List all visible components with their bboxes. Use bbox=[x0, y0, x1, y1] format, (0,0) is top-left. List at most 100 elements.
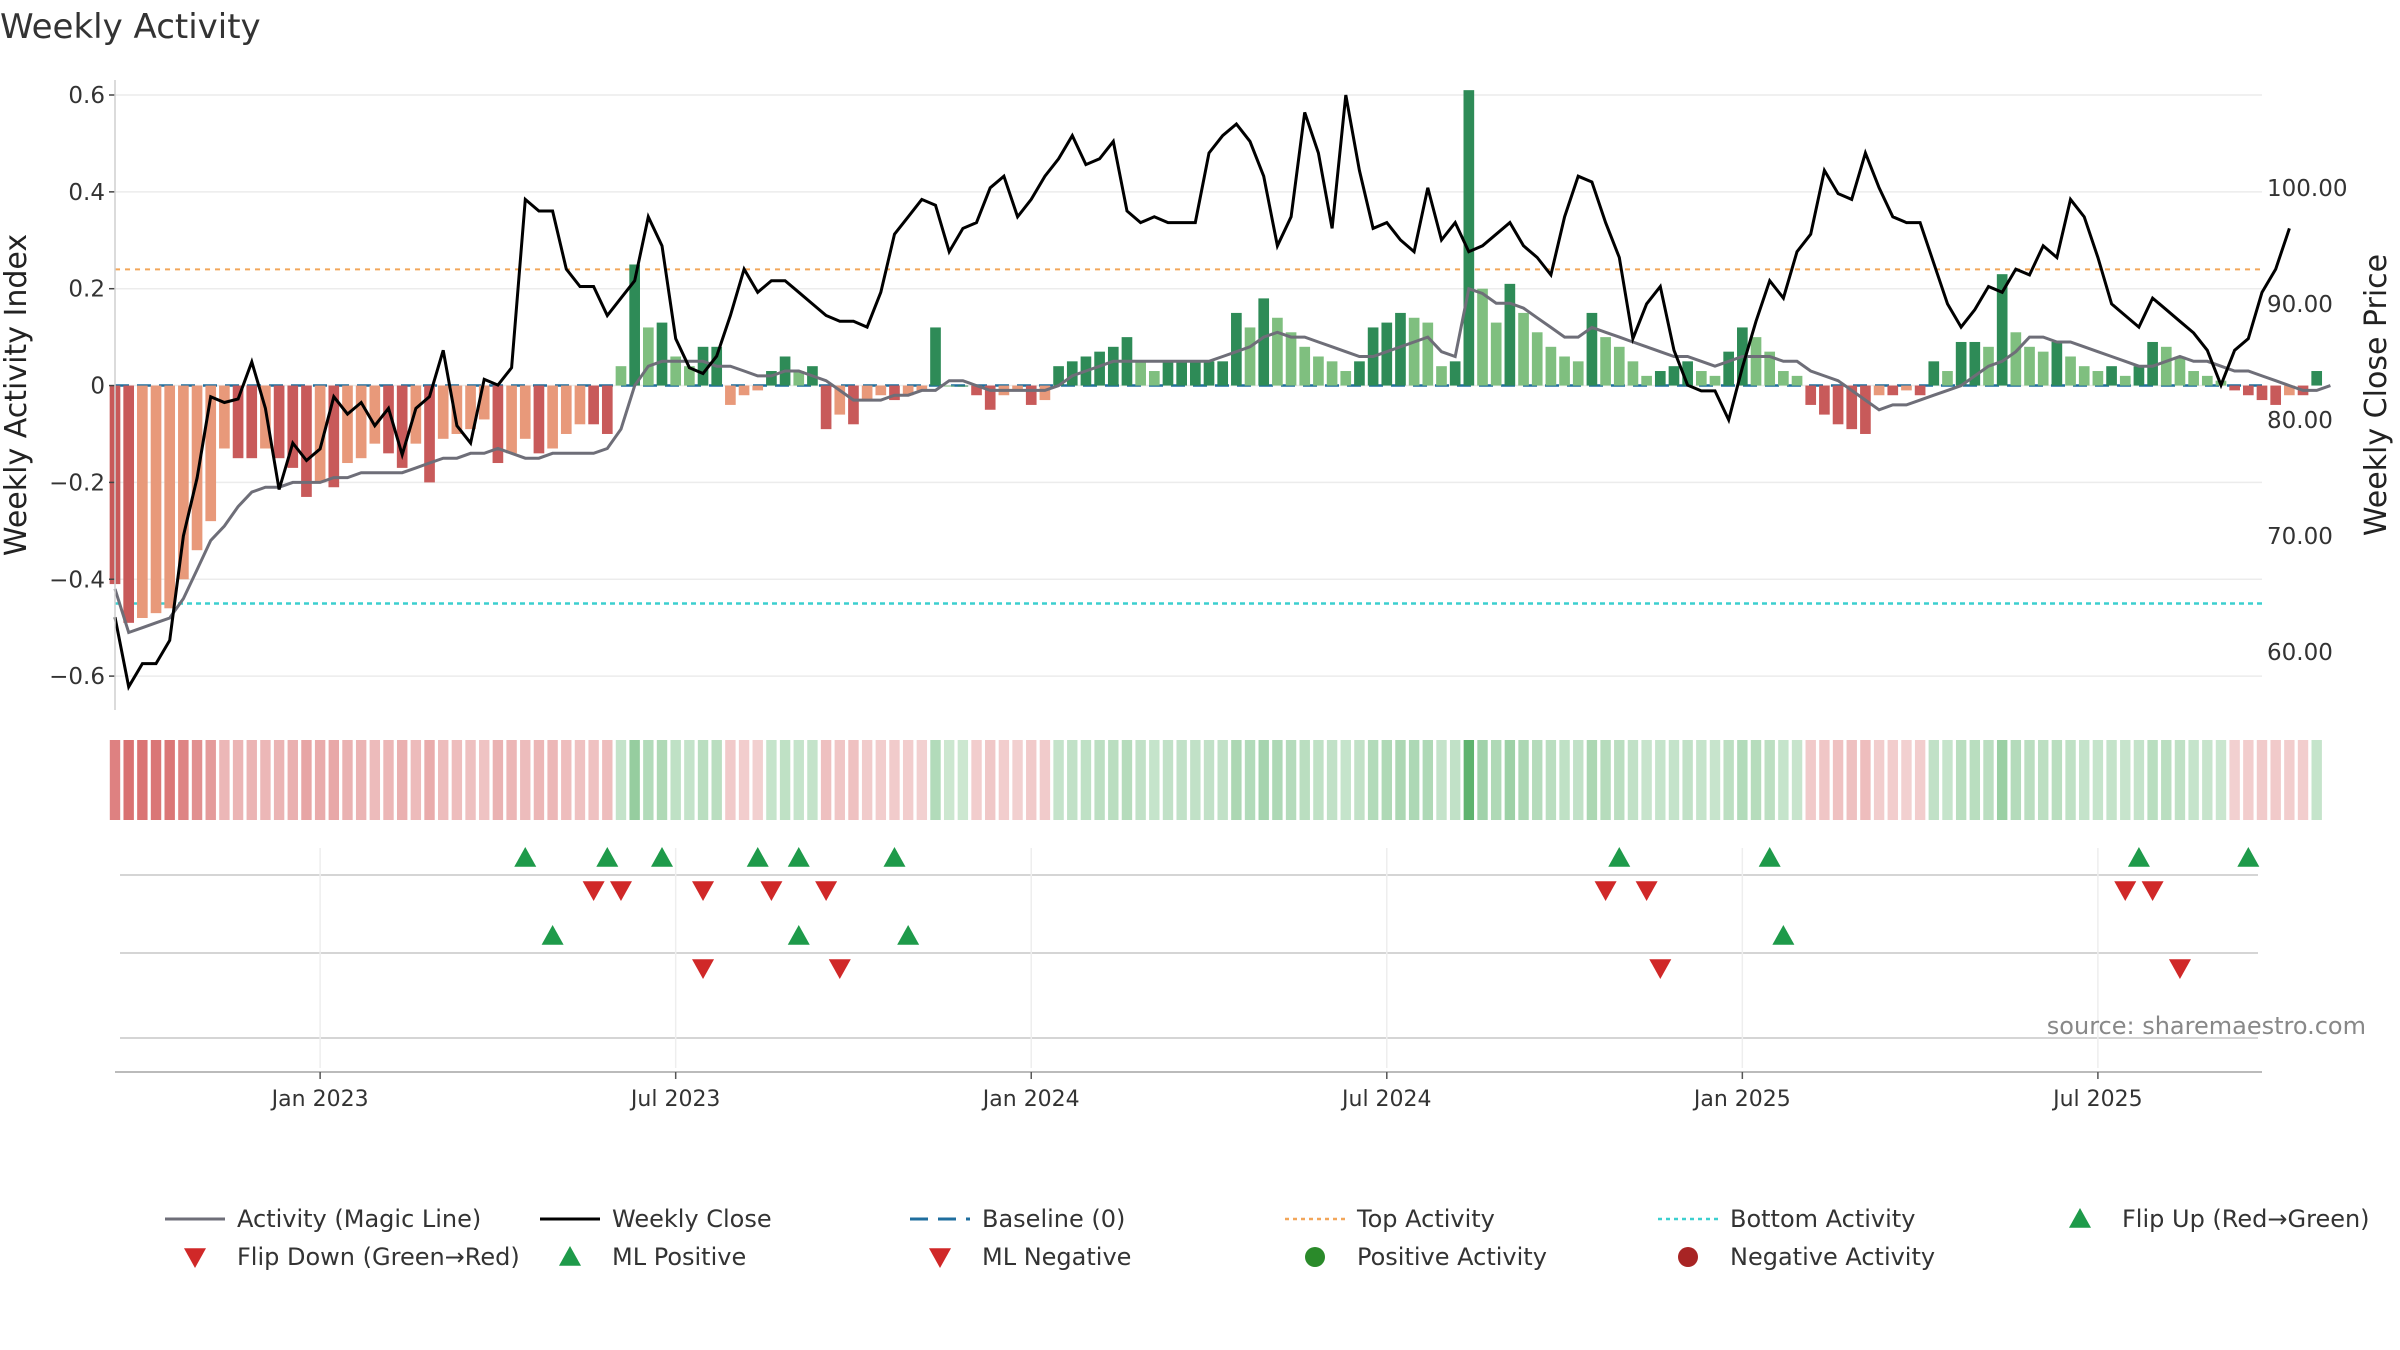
heat-strip-cell bbox=[1149, 740, 1160, 820]
activity-bar bbox=[2229, 385, 2240, 391]
x-tick-label: Jan 2025 bbox=[1692, 1087, 1791, 1112]
activity-bar bbox=[834, 385, 846, 415]
heat-strip-cell bbox=[1244, 740, 1256, 820]
legend-symbol bbox=[1305, 1247, 1325, 1267]
activity-bar bbox=[984, 385, 996, 410]
activity-bar bbox=[314, 385, 326, 483]
activity-bar bbox=[588, 385, 599, 425]
flip-down-marker bbox=[609, 881, 632, 901]
activity-bar bbox=[738, 385, 750, 396]
heat-strip-cell bbox=[191, 740, 203, 820]
heat-strip-cell bbox=[1463, 740, 1475, 820]
activity-bar bbox=[2024, 346, 2035, 386]
heat-strip-cell bbox=[1545, 740, 1557, 820]
heat-strip-cell bbox=[1203, 740, 1215, 820]
activity-bar bbox=[2065, 356, 2076, 386]
activity-bar bbox=[451, 385, 463, 434]
heat-strip-cell bbox=[1326, 740, 1338, 820]
heat-strip-cell bbox=[1860, 740, 1871, 820]
y-left-tick-label: 0.4 bbox=[68, 180, 105, 206]
activity-bar bbox=[396, 385, 408, 468]
legend-symbol bbox=[1678, 1247, 1698, 1267]
activity-bar bbox=[1695, 371, 1707, 386]
activity-bar bbox=[766, 371, 777, 386]
heat-strip-cell bbox=[766, 740, 777, 820]
flip-up-marker bbox=[2127, 847, 2150, 867]
reference-lines bbox=[115, 268, 2262, 605]
heat-strip-cell bbox=[1518, 740, 1529, 820]
activity-bar bbox=[2133, 366, 2145, 386]
activity-bar bbox=[301, 385, 312, 497]
heat-strip-cell bbox=[656, 740, 668, 820]
activity-bar bbox=[1107, 346, 1119, 386]
flip-up-marker bbox=[883, 847, 906, 867]
activity-bar bbox=[1600, 337, 1611, 386]
series-lines bbox=[113, 94, 2331, 691]
heat-strip-cell bbox=[684, 740, 695, 820]
heat-strip-cell bbox=[1026, 740, 1037, 820]
activity-bar bbox=[930, 327, 941, 386]
heat-strip-cell bbox=[697, 740, 709, 820]
activity-bar bbox=[793, 371, 805, 386]
heat-strip-cell bbox=[2106, 740, 2117, 820]
activity-bar bbox=[191, 385, 203, 551]
magic-line-series bbox=[113, 286, 2331, 635]
legend-symbol bbox=[184, 1248, 206, 1268]
heat-strip-cell bbox=[1408, 740, 1420, 820]
activity-bar bbox=[355, 385, 367, 459]
heat-strip-cell bbox=[1600, 740, 1611, 820]
legend-label: ML Positive bbox=[612, 1243, 746, 1271]
heat-strip-cell bbox=[328, 740, 339, 820]
heat-strip-cell bbox=[2161, 740, 2172, 820]
heat-strip-cell bbox=[1080, 740, 1092, 820]
flip-up-marker bbox=[514, 847, 537, 867]
heat-strip-cell bbox=[137, 740, 148, 820]
ml-negative-marker bbox=[2168, 959, 2191, 979]
activity-bar bbox=[1709, 375, 1721, 386]
heat-strip-cell bbox=[479, 740, 490, 820]
heat-strip-cell bbox=[1655, 740, 1666, 820]
ml-positive-marker bbox=[541, 925, 564, 945]
heat-strip-cell bbox=[1942, 740, 1953, 820]
activity-bar bbox=[725, 385, 736, 405]
activity-bar bbox=[2147, 341, 2158, 386]
weekly-close-series bbox=[113, 94, 2291, 691]
legend-label: Weekly Close bbox=[612, 1205, 772, 1233]
activity-bar bbox=[1668, 366, 1680, 386]
activity-bar bbox=[1654, 371, 1666, 386]
legend-symbol bbox=[559, 1246, 581, 1266]
activity-bar bbox=[519, 385, 531, 439]
activity-bar bbox=[1846, 385, 1858, 430]
activity-bar bbox=[916, 385, 928, 391]
activity-bar bbox=[437, 385, 449, 439]
heat-strip-cell bbox=[1231, 740, 1242, 820]
flip-down-marker bbox=[2141, 881, 2164, 901]
heat-strip-cell bbox=[178, 740, 189, 820]
activity-bar bbox=[629, 264, 640, 386]
legend-item: Top Activity bbox=[1285, 1205, 1495, 1233]
heat-strip-cell bbox=[1217, 740, 1228, 820]
activity-bar bbox=[2160, 346, 2172, 386]
heat-strip-cell bbox=[520, 740, 531, 820]
chart-title: Weekly Activity bbox=[0, 7, 261, 47]
heat-strip-cell bbox=[369, 740, 381, 820]
heat-strip-cell bbox=[1887, 740, 1898, 820]
activity-bar bbox=[1039, 385, 1051, 401]
activity-bar bbox=[1832, 385, 1844, 425]
activity-bar bbox=[2188, 371, 2199, 386]
heat-strip-cell bbox=[1750, 740, 1762, 820]
heat-strip-cell bbox=[205, 740, 216, 820]
axes: 0.6 0.4 0.2 0 −0.2 −0.4 −0.6 100.00 90.00 80.00 70… bbox=[49, 80, 2347, 710]
heat-strip-cell bbox=[1873, 740, 1885, 820]
activity-bar bbox=[1682, 361, 1693, 386]
heat-strip-cell bbox=[1490, 740, 1502, 820]
legend-item: Flip Down (Green→Red) bbox=[184, 1243, 520, 1271]
heat-strip-cell bbox=[123, 740, 134, 820]
activity-bar bbox=[1244, 327, 1256, 386]
heat-strip-cell bbox=[219, 740, 230, 820]
activity-bar bbox=[1860, 385, 1871, 434]
activity-bar bbox=[1545, 346, 1557, 386]
y-left-tick-label: −0.2 bbox=[49, 470, 105, 496]
heat-strip-cell bbox=[396, 740, 408, 820]
activity-bar bbox=[1477, 288, 1488, 386]
